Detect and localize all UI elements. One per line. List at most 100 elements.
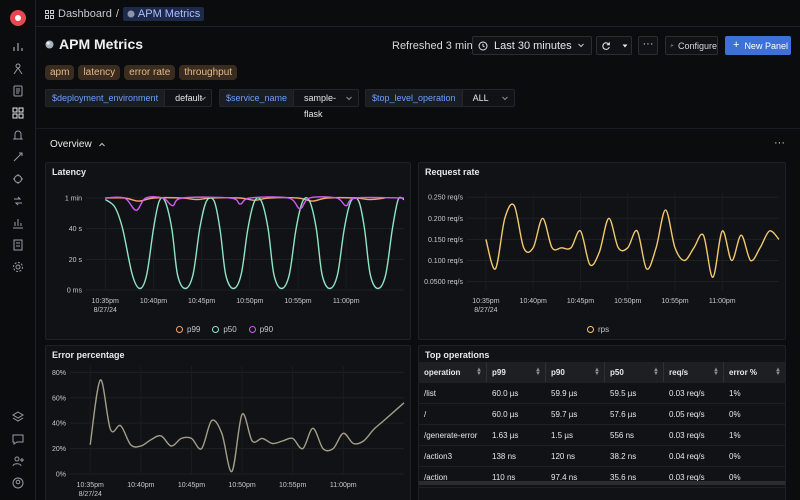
configure-label: Configure <box>677 40 717 51</box>
y-tick-label: 0% <box>56 472 66 479</box>
request-rate-chart[interactable]: 0.0500 req/s 0.100 req/s 0.150 req/s 0.200 … <box>419 163 787 341</box>
table-row[interactable]: /list 60.0 µs 59.9 µs 59.5 µs 0.03 req/s 1% <box>419 383 785 404</box>
legend-item-p99[interactable]: p99 <box>176 325 200 334</box>
new-panel-button[interactable]: + New Panel <box>725 36 791 55</box>
y-tick-label: 60% <box>52 395 66 402</box>
table-cell-p99: 1.63 µs <box>492 430 519 440</box>
breadcrumb-separator: / <box>115 8 119 20</box>
bar-chart-icon[interactable] <box>11 40 25 54</box>
table-cell-error: 0% <box>729 472 741 482</box>
column-header-req-s[interactable]: req/s ▲ ▼ <box>664 362 724 382</box>
pipelines-icon[interactable] <box>11 150 25 164</box>
series-line-error-[interactable] <box>89 379 405 473</box>
breadcrumb-dashboard-link[interactable]: Dashboard <box>58 8 112 20</box>
series-line-rps[interactable] <box>485 203 780 279</box>
clock-icon <box>478 41 488 50</box>
tag-apm: apm <box>45 65 75 80</box>
metrics-icon[interactable] <box>11 216 25 230</box>
legend-label: p90 <box>259 325 274 334</box>
y-tick-label: 0.250 req/s <box>428 195 464 202</box>
legend-marker <box>176 326 183 333</box>
refresh-icon[interactable] <box>601 41 611 51</box>
series-line-p50[interactable] <box>104 196 405 290</box>
x-tick-label: 10:40pm <box>140 298 167 305</box>
legend-item-rps[interactable]: rps <box>587 325 609 334</box>
table-row[interactable]: /generate-error 1.63 µs 1.5 µs 556 ns 0.03 r… <box>419 425 785 446</box>
section-menu-button[interactable]: ··· <box>774 137 785 149</box>
chevron-down-icon <box>346 96 352 101</box>
logs-icon[interactable] <box>11 84 25 98</box>
variable-select[interactable]: ALL <box>463 90 514 106</box>
table-cell-p50: 59.5 µs <box>610 388 637 398</box>
variable-select[interactable]: default <box>165 90 212 106</box>
column-header-error[interactable]: error % ▲ ▼ <box>724 362 785 382</box>
invite-user-icon[interactable] <box>11 454 25 468</box>
dashboard-avatar-icon <box>127 10 135 18</box>
series-line-p90[interactable] <box>105 196 405 212</box>
request-rate-legend: rps <box>587 325 609 334</box>
legend-item-p90[interactable]: p90 <box>248 325 274 334</box>
integrations-icon[interactable] <box>11 194 25 208</box>
table-cell-req-s: 0.05 req/s <box>669 409 705 419</box>
sort-icon: ▲ ▼ <box>653 367 659 377</box>
table-cell-operation: /action3 <box>424 451 453 461</box>
section-title: Overview <box>50 139 92 150</box>
section-overview-toggle[interactable]: Overview <box>50 139 106 150</box>
tag-error-rate: error rate <box>124 65 176 80</box>
y-tick-label: 20% <box>52 446 66 453</box>
legend-item-p50[interactable]: p50 <box>212 325 237 334</box>
y-tick-label: 0 ms <box>67 288 83 295</box>
refresh-button-group <box>596 36 632 55</box>
column-header-operation[interactable]: operation ▲ ▼ <box>419 362 487 382</box>
horizontal-scrollbar[interactable] <box>419 481 785 485</box>
table-cell-req-s: 0.03 req/s <box>669 430 705 440</box>
x-tick-label: 10:40pm <box>520 298 547 305</box>
x-tick-label: 10:35pm <box>92 298 119 305</box>
legend-label: rps <box>598 325 610 334</box>
time-range-picker[interactable]: Last 30 minutes <box>472 36 592 55</box>
variable-deployment-environment: $deployment_environment default <box>45 89 212 107</box>
alerts-icon[interactable] <box>11 128 25 142</box>
sort-icon: ▲ ▼ <box>535 367 541 377</box>
dashboard-icon[interactable] <box>11 106 25 120</box>
column-header-label: p90 <box>551 367 565 377</box>
table-row[interactable]: /action 110 ns 97.4 ns 35.6 ns 0.03 req/s 0% <box>419 467 785 488</box>
column-header-p50[interactable]: p50 ▲ ▼ <box>605 362 664 382</box>
chat-icon[interactable] <box>11 432 25 446</box>
refresh-interval-dropdown-icon[interactable] <box>621 42 629 50</box>
column-header-p99[interactable]: p99 ▲ ▼ <box>487 362 546 382</box>
app-logo-icon[interactable] <box>10 10 26 26</box>
table-cell-req-s: 0.04 req/s <box>669 451 705 461</box>
table-cell-error: 0% <box>729 451 741 461</box>
variable-value: ALL <box>472 93 489 103</box>
column-header-p90[interactable]: p90 ▲ ▼ <box>546 362 605 382</box>
latency-chart[interactable]: 0 ms 20 s 40 s 1 min 10:35pm 8/27/24 10:40pm 10… <box>46 163 412 341</box>
layers-icon[interactable] <box>11 410 25 424</box>
breadcrumb-current-label: APM Metrics <box>137 8 201 20</box>
breadcrumb-current[interactable]: APM Metrics <box>122 7 205 21</box>
user-icon[interactable] <box>11 476 25 490</box>
variable-label: $deployment_environment <box>46 90 166 106</box>
configure-button[interactable]: Configure <box>665 36 718 55</box>
billing-icon[interactable] <box>11 238 25 252</box>
x-tick-label: 10:50pm <box>614 298 641 305</box>
variable-select[interactable]: sample-flask <box>294 90 358 119</box>
table-header-row: operation ▲ ▼ p99 ▲ ▼ p90 ▲ ▼ p50 ▲ ▼ req/s ▲ ▼ er… <box>419 362 785 383</box>
panel-latency: Latency 0 ms 20 s 40 s 1 min 10:35pm 8/27/24 1… <box>45 162 411 340</box>
x-tick-label: 11:00pm <box>333 298 360 305</box>
table-row[interactable]: / 60.0 µs 59.7 µs 57.6 µs 0.05 req/s 0% <box>419 404 785 425</box>
column-header-label: req/s <box>669 367 689 377</box>
table-row[interactable]: /action3 138 ns 120 ns 38.2 ns 0.04 req/s 0% <box>419 446 785 467</box>
dashboard-avatar-icon <box>45 40 54 48</box>
x-tick-label: 8/27/24 <box>79 491 102 498</box>
sort-icon: ▲ ▼ <box>476 367 482 377</box>
series-line-p99[interactable] <box>105 196 385 202</box>
more-options-button[interactable]: ··· <box>638 36 658 55</box>
dashboard-tags: apm latency error rate throughput <box>45 65 238 80</box>
traces-icon[interactable] <box>11 62 25 76</box>
error-percentage-chart[interactable]: 0% 20% 40% 60% 80% 10:35pm 8/27/24 10:40pm 10:45… <box>46 346 412 500</box>
table-cell-error: 0% <box>729 409 741 419</box>
chevron-down-icon <box>200 96 206 101</box>
exceptions-icon[interactable] <box>11 172 25 186</box>
settings-icon[interactable] <box>11 260 25 274</box>
